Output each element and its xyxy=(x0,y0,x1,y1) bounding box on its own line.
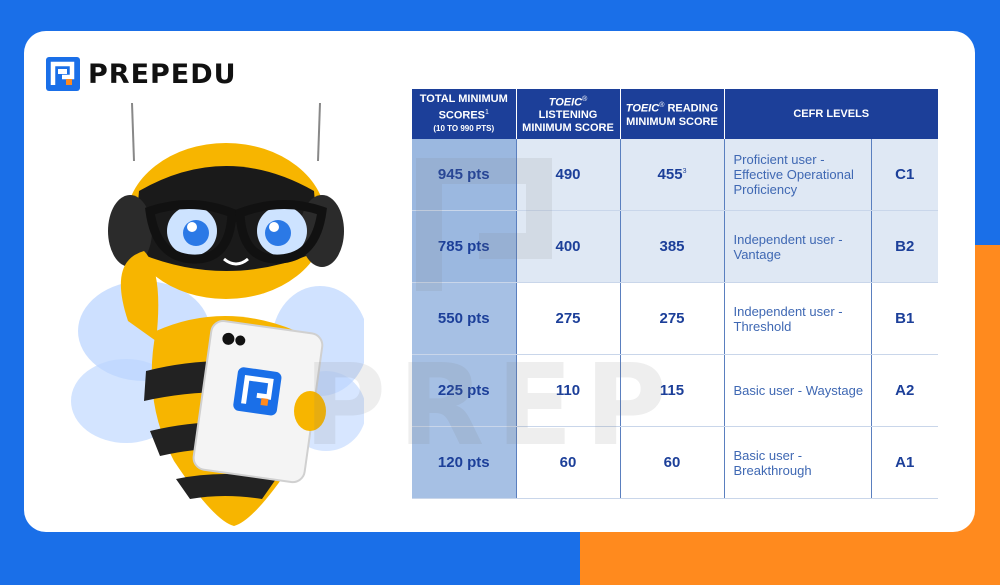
listening-score-cell: 60 xyxy=(516,426,621,499)
reading-score-cell: 115 xyxy=(620,354,725,427)
content-card: PREPEDU xyxy=(24,31,975,532)
reading-score-cell: 4553 xyxy=(620,139,725,211)
table-header-row: TOTAL MINIMUM SCORES1 (10 TO 990 PTS) TO… xyxy=(412,89,938,139)
reading-score-cell: 385 xyxy=(620,210,725,283)
cefr-description-cell: Basic user - Waystage xyxy=(724,354,872,427)
cefr-level-cell: B2 xyxy=(871,210,938,283)
header-cefr-levels: CEFR LEVELS xyxy=(724,89,938,139)
cefr-level-cell: C1 xyxy=(871,139,938,211)
prep-logo-icon xyxy=(46,57,80,91)
total-score-cell: 120 pts xyxy=(412,426,517,499)
prepedu-logo: PREPEDU xyxy=(46,57,237,91)
total-score-cell: 550 pts xyxy=(412,282,517,355)
header-reading-minimum-score: TOEIC® READING MINIMUM SCORE xyxy=(620,89,725,139)
cefr-level-cell: B1 xyxy=(871,282,938,355)
total-score-cell: 225 pts xyxy=(412,354,517,427)
cefr-description-cell: Basic user - Breakthrough xyxy=(724,426,872,499)
cefr-level-cell: A2 xyxy=(871,354,938,427)
table-row: 550 pts 275 275 Independent user - Thres… xyxy=(412,282,938,355)
total-score-cell: 945 pts xyxy=(412,139,517,211)
cefr-description-cell: Proficient user - Effective Operational … xyxy=(724,139,872,211)
header-total-minimum-scores: TOTAL MINIMUM SCORES1 (10 TO 990 PTS) xyxy=(412,89,517,139)
bee-mascot-illustration xyxy=(71,102,364,526)
table-row: 785 pts 400 385 Independent user - Vanta… xyxy=(412,210,938,283)
listening-score-cell: 400 xyxy=(516,210,621,283)
cefr-description-cell: Independent user - Threshold xyxy=(724,282,872,355)
listening-score-cell: 275 xyxy=(516,282,621,355)
toeic-cefr-table: TOTAL MINIMUM SCORES1 (10 TO 990 PTS) TO… xyxy=(412,89,938,499)
listening-score-cell: 110 xyxy=(516,354,621,427)
listening-score-cell: 490 xyxy=(516,139,621,211)
cefr-description-cell: Independent user - Vantage xyxy=(724,210,872,283)
table-row: 945 pts 490 4553 Proficient user - Effec… xyxy=(412,139,938,211)
header-listening-minimum-score: TOEIC® LISTENING MINIMUM SCORE xyxy=(516,89,621,139)
total-score-cell: 785 pts xyxy=(412,210,517,283)
table-row: 120 pts 60 60 Basic user - Breakthrough … xyxy=(412,426,938,499)
cefr-level-cell: A1 xyxy=(871,426,938,499)
brand-name: PREPEDU xyxy=(88,58,237,90)
reading-score-cell: 275 xyxy=(620,282,725,355)
reading-score-cell: 60 xyxy=(620,426,725,499)
table-row: 225 pts 110 115 Basic user - Waystage A2 xyxy=(412,354,938,427)
